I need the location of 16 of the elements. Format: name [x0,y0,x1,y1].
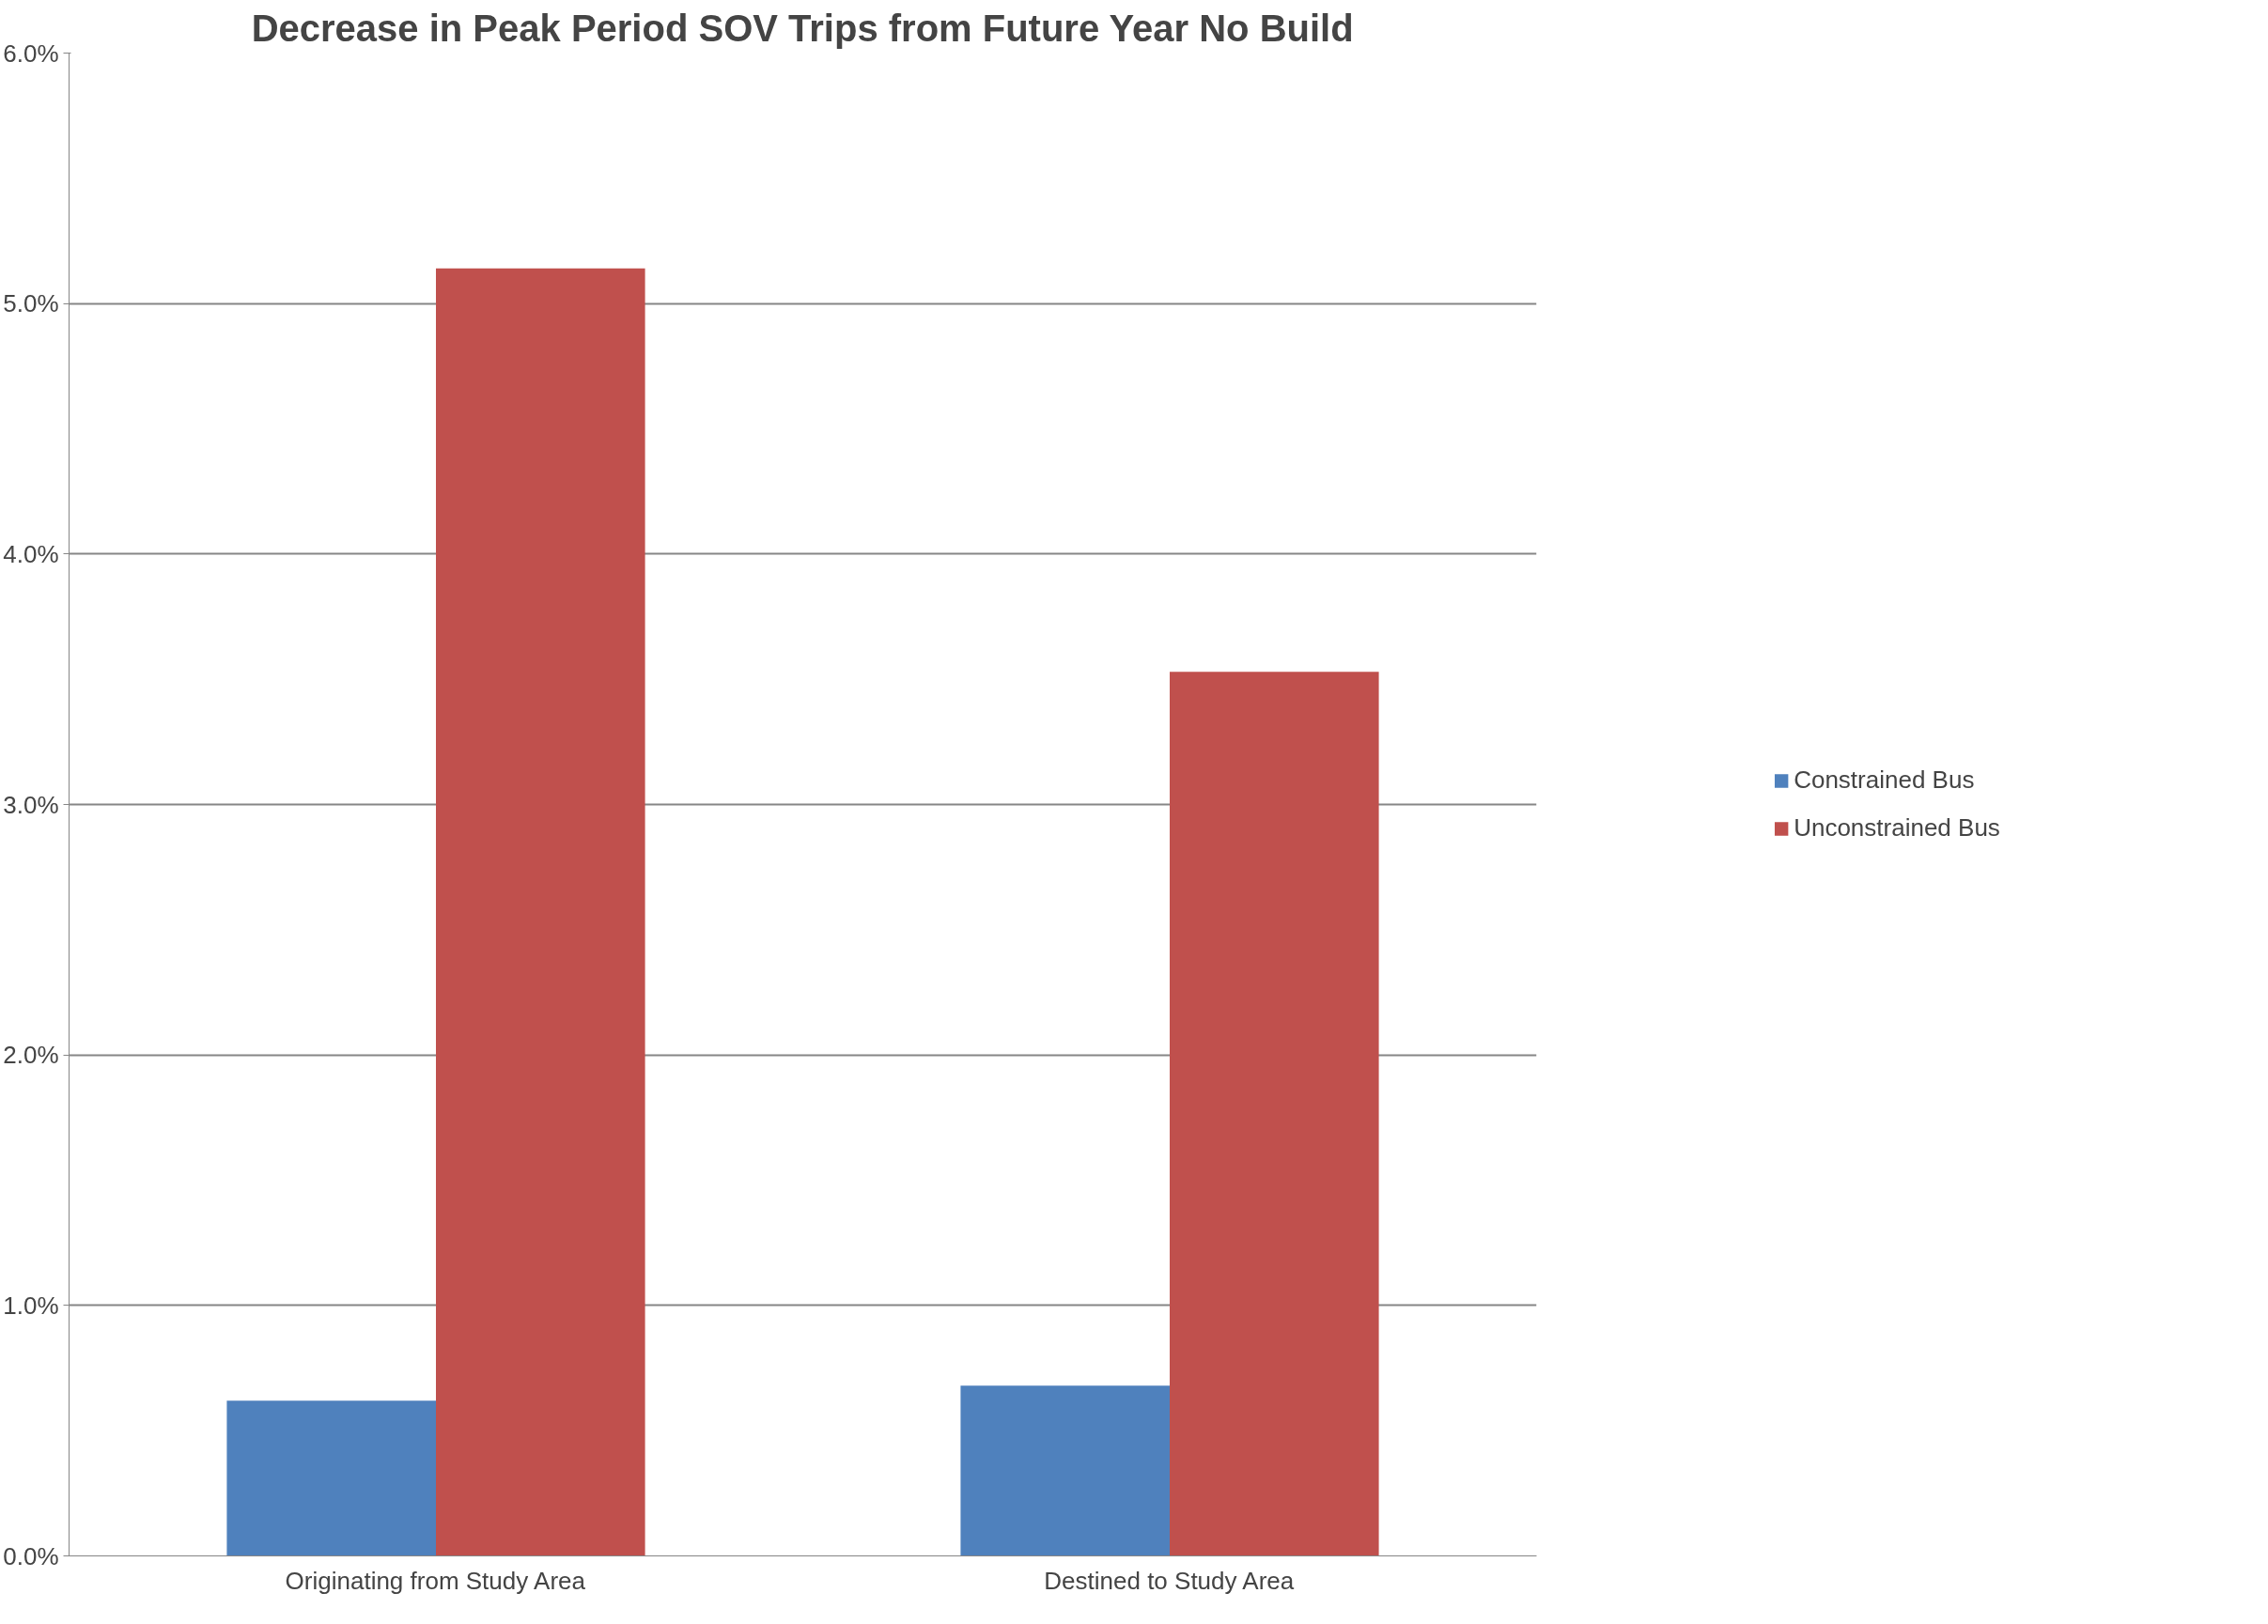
legend-label: Unconstrained Bus [1794,813,2000,843]
y-tick-label: 0.0% [3,1541,59,1570]
y-tick-label: 5.0% [3,289,59,318]
x-tick-label: Originating from Study Area [285,1566,586,1595]
x-tick-label: Destined to Study Area [1044,1566,1295,1595]
legend-label: Constrained Bus [1794,766,1975,795]
y-tick-label: 3.0% [3,790,59,819]
y-tick-label: 4.0% [3,539,59,568]
bar [226,1400,436,1556]
y-tick-label: 6.0% [3,39,59,68]
y-tick-label: 1.0% [3,1291,59,1320]
chart-title: Decrease in Peak Period SOV Trips from Future Year No Build [251,7,1354,49]
bar [436,268,645,1556]
bar [960,1385,1170,1556]
y-tick-label: 2.0% [3,1041,59,1070]
bar [1170,672,1379,1556]
